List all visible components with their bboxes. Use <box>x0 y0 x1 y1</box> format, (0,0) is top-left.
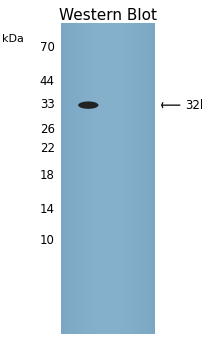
Text: 70: 70 <box>40 41 55 54</box>
Text: 22: 22 <box>40 143 55 155</box>
Text: 10: 10 <box>40 235 55 247</box>
Text: 18: 18 <box>40 170 55 182</box>
Text: Western Blot: Western Blot <box>58 8 156 24</box>
Text: 26: 26 <box>40 123 55 136</box>
Text: kDa: kDa <box>2 34 24 44</box>
Text: 32kDa: 32kDa <box>184 99 202 112</box>
Text: 44: 44 <box>40 75 55 88</box>
Ellipse shape <box>78 101 98 109</box>
Bar <box>61 24 154 334</box>
Text: 14: 14 <box>40 203 55 216</box>
Text: 33: 33 <box>40 98 55 111</box>
